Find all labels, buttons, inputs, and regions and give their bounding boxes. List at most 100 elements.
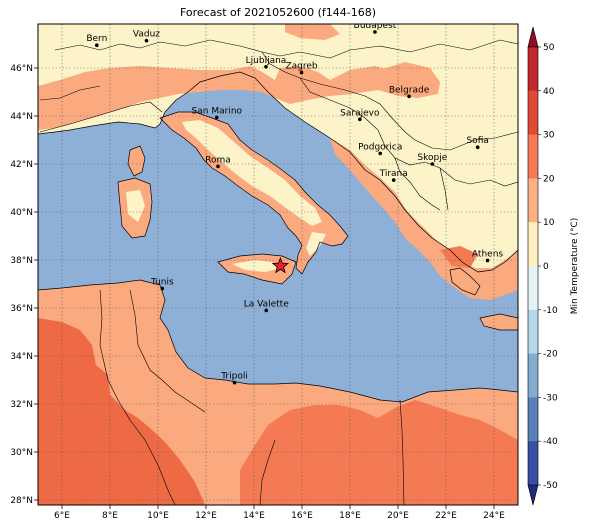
x-axis-ticks: 6°E 8°E 10°E 12°E 14°E 16°E 18°E 20°E 22°E 24°E <box>54 505 505 521</box>
sicily-cool-core <box>232 260 282 272</box>
x-tick-label: 12°E <box>195 511 217 521</box>
city-label: Belgrade <box>389 85 430 95</box>
x-tick-label: 22°E <box>435 511 457 521</box>
x-tick-label: 6°E <box>54 511 70 521</box>
colorbar-segment <box>528 90 538 135</box>
balkan-hot-patch <box>440 246 478 268</box>
libya-hot-zone <box>240 400 518 505</box>
x-tick-label: 16°E <box>291 511 313 521</box>
x-tick-label: 10°E <box>147 511 169 521</box>
city-dot <box>378 151 383 156</box>
city-label: Tripoli <box>220 372 248 382</box>
colorbar-tick-label: -20 <box>543 350 558 360</box>
city-label: Bern <box>86 34 107 44</box>
colorbar-tick-label: 50 <box>543 43 555 53</box>
colorbar-max-extension <box>527 26 539 48</box>
city-dot <box>215 115 219 120</box>
corsica-land <box>128 146 145 176</box>
city-label: Podgorica <box>358 142 402 152</box>
city-dot <box>264 65 268 69</box>
city-dot <box>485 258 490 263</box>
city-label: Tirana <box>379 169 408 179</box>
colorbar-tick-label: -40 <box>543 437 558 447</box>
colorbar-tick-label: 30 <box>543 131 555 141</box>
colorbar-segment <box>528 441 538 486</box>
colorbar-segment <box>528 266 538 311</box>
map-title: Forecast of 2021052600 (f144-168) <box>179 6 377 19</box>
calabria-cool-core <box>306 232 326 256</box>
city-label: Tunis <box>150 278 174 288</box>
colorbar-segment <box>528 397 538 442</box>
city-dot <box>160 286 165 291</box>
graticule <box>38 24 518 505</box>
city-dot <box>264 308 269 313</box>
city-label: Roma <box>205 155 231 165</box>
colorbar-tick-label: 40 <box>543 87 555 97</box>
country-borders <box>39 39 518 505</box>
city-dot <box>232 380 237 385</box>
colorbar-segment <box>528 353 538 398</box>
map-frame <box>37 23 519 506</box>
italy-cool-core <box>182 120 322 226</box>
y-tick-label: 42°N <box>10 160 33 170</box>
colorbar-tick-label: 20 <box>543 174 555 184</box>
coastlines <box>38 71 518 403</box>
colorbar-label: Min Temperature (°C) <box>570 218 580 315</box>
city-label: Budapest <box>354 21 397 31</box>
greek-islands-east <box>480 314 518 330</box>
x-tick-label: 20°E <box>387 511 409 521</box>
city-dot <box>407 94 411 99</box>
city-label: Sofia <box>466 136 488 146</box>
y-tick-label: 30°N <box>10 448 33 458</box>
colorbar-tick-label: -10 <box>543 306 558 316</box>
colorbar-tick-label: -30 <box>543 393 558 403</box>
y-tick-label: 46°N <box>10 64 33 74</box>
sahara-hot-zone <box>38 318 205 505</box>
y-tick-label: 34°N <box>10 352 33 362</box>
city-dot <box>430 162 435 166</box>
y-tick-label: 32°N <box>10 400 33 410</box>
city-dot <box>358 117 362 122</box>
city-dot <box>216 164 220 169</box>
colorbar-min-extension <box>527 484 539 506</box>
x-tick-label: 24°E <box>483 511 505 521</box>
balkan-coast-warm <box>330 138 518 300</box>
greece-inland <box>400 196 462 246</box>
city-label: Athens <box>472 249 503 259</box>
colorbar-segment <box>528 134 538 179</box>
alps-warm-zone <box>38 66 440 130</box>
city-label: Vaduz <box>133 30 160 40</box>
y-tick-label: 28°N <box>10 496 33 506</box>
city-dot <box>373 30 377 34</box>
forecast-location-star <box>271 256 290 274</box>
city-dot <box>475 145 480 149</box>
city-label: Skopje <box>417 153 447 163</box>
city-dot <box>299 70 304 75</box>
north-europe-warm-patch <box>285 24 340 40</box>
colorbar-tick-label: 0 <box>543 262 549 272</box>
y-axis-ticks: 46°N 44°N 42°N 40°N 38°N 36°N 34°N 32°N 30°N 28°N <box>10 64 38 506</box>
colorbar: 50 40 30 20 10 0 -10 -20 -30 -40 -50 <box>527 26 558 506</box>
city-label: Zagreb <box>285 62 317 72</box>
colorbar-segment <box>528 222 538 267</box>
city-label: Sarajevo <box>340 108 380 118</box>
city-label: San Marino <box>192 106 243 116</box>
colorbar-tick-label: -50 <box>543 481 558 491</box>
city-dot <box>95 43 99 47</box>
y-tick-label: 44°N <box>10 112 33 122</box>
city-dot <box>144 38 149 43</box>
city-label: La Valette <box>244 299 289 309</box>
y-tick-label: 36°N <box>10 304 33 314</box>
colorbar-segment <box>528 309 538 354</box>
x-tick-label: 8°E <box>102 511 118 521</box>
colorbar-segment <box>528 178 538 223</box>
x-tick-label: 18°E <box>339 511 361 521</box>
y-tick-label: 38°N <box>10 256 33 266</box>
city-label: Ljubljana <box>246 56 287 66</box>
sardinia-cool-core <box>126 190 145 222</box>
colorbar-segment <box>528 47 538 92</box>
colorbar-tick-label: 10 <box>543 218 555 228</box>
